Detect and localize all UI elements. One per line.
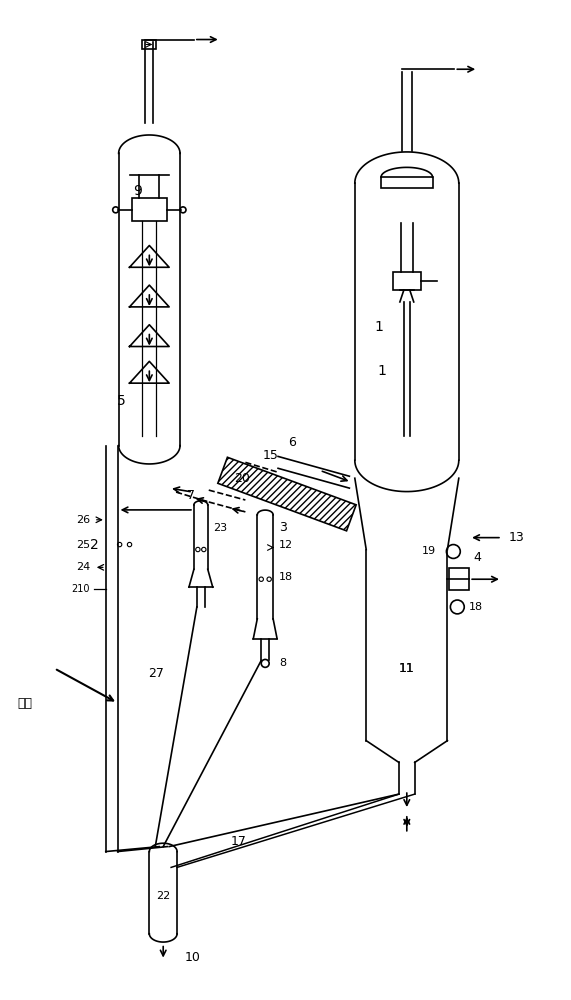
Text: 3: 3 [279, 521, 287, 534]
Bar [381, 177, 433, 188]
Text: 17: 17 [231, 835, 247, 848]
Text: 27: 27 [148, 667, 164, 680]
Text: 原料: 原料 [17, 697, 32, 710]
Text: 13: 13 [509, 531, 525, 544]
Circle shape [262, 659, 269, 667]
Text: 12: 12 [279, 540, 293, 550]
Circle shape [112, 207, 119, 213]
Text: 24: 24 [76, 562, 90, 572]
Circle shape [118, 542, 122, 547]
Circle shape [196, 547, 200, 552]
Text: 1: 1 [377, 364, 387, 378]
Text: 4: 4 [473, 551, 481, 564]
Text: 9: 9 [133, 184, 142, 198]
Text: 7: 7 [187, 489, 195, 502]
Text: 25: 25 [76, 540, 90, 550]
Text: 18: 18 [469, 602, 483, 612]
Text: 5: 5 [117, 394, 126, 408]
Text: 1: 1 [375, 320, 384, 334]
Circle shape [267, 577, 271, 581]
Bar [393, 272, 421, 290]
Text: 11: 11 [399, 662, 415, 675]
Text: 11: 11 [399, 662, 415, 675]
Bar [131, 198, 167, 221]
Text: 15: 15 [262, 449, 278, 462]
Text: 6: 6 [288, 436, 296, 449]
Text: 18: 18 [279, 572, 293, 582]
Circle shape [447, 545, 460, 558]
Text: 26: 26 [76, 515, 90, 525]
Circle shape [127, 542, 132, 547]
Text: 10: 10 [185, 951, 201, 964]
Text: 20: 20 [235, 472, 250, 485]
Text: 2: 2 [90, 538, 98, 552]
Circle shape [202, 547, 206, 552]
Circle shape [259, 577, 263, 581]
Text: 8: 8 [279, 658, 286, 668]
Circle shape [451, 600, 464, 614]
Bar [449, 568, 469, 590]
Text: 210: 210 [71, 584, 90, 594]
Text: 19: 19 [421, 546, 436, 556]
Text: 23: 23 [213, 523, 227, 533]
Circle shape [180, 207, 186, 213]
Polygon shape [218, 457, 356, 531]
Text: 22: 22 [156, 891, 170, 901]
Bar [142, 40, 156, 49]
